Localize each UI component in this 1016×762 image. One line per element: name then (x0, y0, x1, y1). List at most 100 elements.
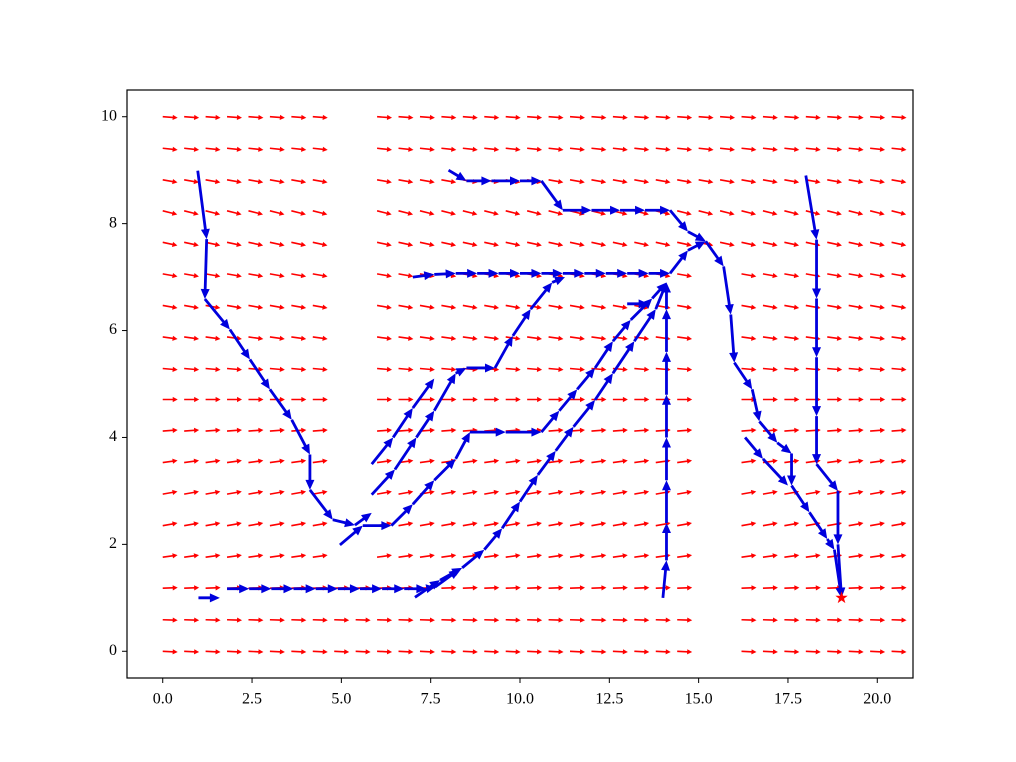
field-arrow (741, 241, 757, 247)
trajectory-arrow (393, 437, 417, 471)
field-arrow (419, 241, 435, 247)
trajectory-arrow (293, 584, 316, 594)
trajectory-arrow (390, 504, 413, 527)
field-arrow (891, 617, 907, 623)
field-arrow (548, 146, 564, 152)
field-arrow (334, 617, 350, 623)
field-arrow (184, 427, 200, 433)
field-arrow (741, 617, 757, 623)
field-arrow (248, 114, 264, 121)
trajectory-arrow (268, 388, 292, 420)
field-arrow (462, 585, 478, 591)
field-arrow (462, 210, 478, 216)
field-arrow (398, 521, 414, 527)
trajectory-arrow (576, 367, 596, 391)
field-arrow (677, 617, 693, 623)
field-arrow (226, 427, 242, 433)
field-arrow (848, 585, 864, 591)
field-arrow (505, 366, 521, 372)
field-arrow (269, 335, 285, 341)
field-arrow (634, 521, 650, 527)
field-arrow (677, 585, 693, 591)
field-arrow (569, 427, 585, 433)
trajectory-arrow (558, 389, 578, 412)
trajectory-arrow (370, 469, 395, 496)
field-arrow (741, 335, 757, 341)
field-arrow (184, 585, 200, 591)
field-arrow (741, 114, 757, 121)
field-arrow (870, 366, 886, 372)
trajectory-arrow (439, 567, 463, 582)
trajectory-arrow (815, 463, 838, 491)
field-arrow (827, 366, 843, 372)
field-arrow (827, 396, 843, 403)
trajectory-arrow (729, 314, 739, 363)
field-arrow (612, 304, 628, 310)
field-arrow (505, 396, 521, 403)
field-arrow (398, 553, 414, 559)
field-arrow (419, 553, 435, 559)
x-tick-label: 15.0 (685, 691, 713, 708)
field-arrow (827, 114, 843, 121)
trajectory-arrow (308, 488, 333, 520)
field-arrow (527, 335, 542, 341)
field-arrow (891, 178, 907, 185)
field-arrow (827, 241, 842, 247)
field-arrow (870, 335, 885, 341)
field-arrow (248, 458, 264, 464)
field-arrow (291, 304, 307, 310)
field-arrow (677, 396, 693, 403)
trajectory-arrow (505, 427, 542, 437)
field-arrow (698, 178, 714, 185)
field-arrow (848, 304, 864, 310)
x-tick-label: 5.0 (331, 691, 351, 708)
trajectory-arrow (744, 436, 763, 459)
field-arrow (548, 241, 564, 247)
field-arrow (462, 458, 478, 464)
field-arrow (870, 458, 885, 464)
field-arrow (398, 649, 414, 655)
field-arrow (869, 489, 885, 495)
field-arrow (269, 241, 285, 247)
trajectory-arrow (661, 394, 671, 438)
field-arrow (741, 458, 757, 464)
field-arrow (441, 521, 457, 527)
field-arrow (805, 585, 821, 591)
field-arrow (569, 241, 585, 247)
field-arrow (784, 521, 800, 527)
trajectory-arrow (469, 427, 506, 437)
field-arrow (548, 427, 564, 433)
field-arrow (848, 617, 864, 623)
field-arrow (484, 458, 500, 464)
field-arrow (269, 458, 285, 464)
field-arrow (162, 585, 178, 591)
y-tick-label: 8 (109, 214, 117, 231)
trajectory-arrow (483, 528, 503, 551)
field-arrow (869, 178, 885, 185)
field-arrow (634, 114, 650, 121)
field-arrow (870, 649, 886, 655)
field-arrow (312, 649, 328, 655)
field-arrow (227, 617, 243, 623)
field-arrow (291, 458, 307, 464)
trajectory-arrow (804, 175, 820, 240)
field-arrow (419, 521, 435, 527)
field-arrow (762, 273, 778, 279)
field-arrow (591, 649, 607, 655)
field-arrow (762, 553, 778, 559)
field-arrow (784, 178, 800, 185)
y-tick-label: 0 (109, 642, 117, 659)
field-arrow (784, 146, 800, 152)
field-arrow (527, 458, 542, 464)
field-arrow (269, 489, 285, 495)
field-arrow (248, 335, 264, 341)
field-arrow (162, 489, 178, 495)
field-arrow (677, 210, 692, 216)
trajectory-arrow (668, 209, 688, 232)
field-arrow (162, 146, 178, 152)
field-arrow (784, 304, 800, 310)
field-arrow (419, 146, 435, 152)
field-arrow (527, 489, 542, 495)
field-arrow (805, 114, 821, 121)
trajectory-arrow (572, 400, 596, 428)
